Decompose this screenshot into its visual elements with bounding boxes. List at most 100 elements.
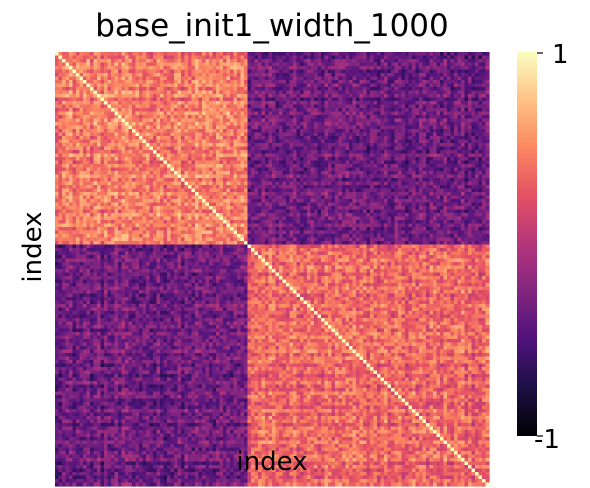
- heatmap-cell: [58, 132, 63, 137]
- heatmap-cell: [303, 94, 308, 99]
- heatmap-cell: [408, 101, 413, 106]
- heatmap-cell: [111, 181, 116, 186]
- heatmap-cell: [184, 90, 189, 95]
- heatmap-cell: [272, 139, 277, 144]
- heatmap-cell: [331, 132, 336, 137]
- heatmap-cell: [216, 167, 221, 172]
- heatmap-cell: [422, 94, 427, 99]
- heatmap-cell: [359, 97, 364, 102]
- heatmap-cell: [475, 101, 480, 106]
- heatmap-cell: [359, 83, 364, 88]
- heatmap-cell: [184, 167, 189, 172]
- heatmap-diagonal-cell: [62, 59, 67, 64]
- heatmap-cell: [317, 139, 322, 144]
- heatmap-cell: [247, 136, 252, 141]
- heatmap-cell: [233, 69, 238, 74]
- heatmap-cell: [310, 52, 315, 57]
- heatmap-cell: [286, 167, 291, 172]
- heatmap-cell: [457, 94, 462, 99]
- heatmap-cell: [338, 115, 343, 120]
- heatmap-cell: [230, 94, 235, 99]
- heatmap-cell: [282, 80, 287, 85]
- heatmap-cell: [482, 55, 487, 60]
- heatmap-cell: [212, 153, 217, 158]
- heatmap-cell: [345, 76, 350, 81]
- heatmap-cell: [429, 143, 434, 148]
- heatmap-cell: [121, 111, 126, 116]
- heatmap-cell: [307, 73, 312, 78]
- heatmap-cell: [429, 55, 434, 60]
- heatmap-cell: [174, 153, 179, 158]
- heatmap-cell: [387, 111, 392, 116]
- heatmap-cell: [237, 52, 242, 57]
- heatmap-cell: [146, 83, 151, 88]
- heatmap-cell: [408, 97, 413, 102]
- heatmap-cell: [436, 108, 441, 113]
- heatmap-cell: [198, 157, 203, 162]
- heatmap-cell: [160, 146, 165, 151]
- heatmap-cell: [195, 174, 200, 179]
- heatmap-cell: [384, 101, 389, 106]
- heatmap-cell: [279, 167, 284, 172]
- heatmap-cell: [387, 76, 392, 81]
- heatmap-cell: [90, 69, 95, 74]
- heatmap-cell: [177, 153, 182, 158]
- heatmap-cell: [363, 59, 368, 64]
- heatmap-cell: [485, 146, 490, 151]
- heatmap-cell: [209, 160, 214, 165]
- heatmap-cell: [272, 97, 277, 102]
- heatmap-cell: [268, 111, 273, 116]
- heatmap-cell: [370, 59, 375, 64]
- heatmap-cell: [139, 174, 144, 179]
- heatmap-cell: [125, 97, 130, 102]
- heatmap-cell: [202, 136, 207, 141]
- heatmap-cell: [408, 171, 413, 176]
- heatmap-cell: [454, 118, 459, 123]
- heatmap-cell: [286, 164, 291, 169]
- heatmap-cell: [93, 129, 98, 134]
- heatmap-cell: [415, 76, 420, 81]
- heatmap-cell: [429, 146, 434, 151]
- heatmap-cell: [485, 171, 490, 176]
- heatmap-cell: [219, 157, 224, 162]
- heatmap-cell: [443, 118, 448, 123]
- heatmap-cell: [244, 94, 249, 99]
- heatmap-cell: [422, 115, 427, 120]
- heatmap-cell: [279, 118, 284, 123]
- heatmap-cell: [342, 146, 347, 151]
- heatmap-cell: [293, 171, 298, 176]
- heatmap-cell: [275, 153, 280, 158]
- heatmap-cell: [468, 146, 473, 151]
- heatmap-cell: [202, 143, 207, 148]
- heatmap-cell: [142, 118, 147, 123]
- heatmap-cell: [233, 188, 238, 193]
- heatmap-cell: [370, 69, 375, 74]
- heatmap-cell: [76, 171, 81, 176]
- heatmap-cell: [464, 104, 469, 109]
- heatmap-cell: [205, 160, 210, 165]
- heatmap-cell: [58, 167, 63, 172]
- heatmap-cell: [139, 160, 144, 165]
- heatmap-cell: [401, 73, 406, 78]
- heatmap-cell: [247, 111, 252, 116]
- heatmap-cell: [261, 97, 266, 102]
- heatmap-cell: [447, 171, 452, 176]
- heatmap-cell: [219, 97, 224, 102]
- heatmap-cell: [219, 118, 224, 123]
- heatmap-cell: [58, 129, 63, 134]
- heatmap-cell: [408, 122, 413, 127]
- heatmap-cell: [426, 129, 431, 134]
- heatmap-cell: [478, 146, 483, 151]
- heatmap-cell: [258, 73, 263, 78]
- heatmap-cell: [79, 122, 84, 127]
- heatmap-cell: [436, 129, 441, 134]
- heatmap-cell: [282, 101, 287, 106]
- heatmap-cell: [55, 139, 60, 144]
- heatmap-cell: [387, 160, 392, 165]
- heatmap-cell: [163, 171, 168, 176]
- heatmap-cell: [482, 59, 487, 64]
- heatmap-cell: [440, 83, 445, 88]
- heatmap-cell: [464, 97, 469, 102]
- heatmap-cell: [268, 83, 273, 88]
- heatmap-cell: [223, 167, 228, 172]
